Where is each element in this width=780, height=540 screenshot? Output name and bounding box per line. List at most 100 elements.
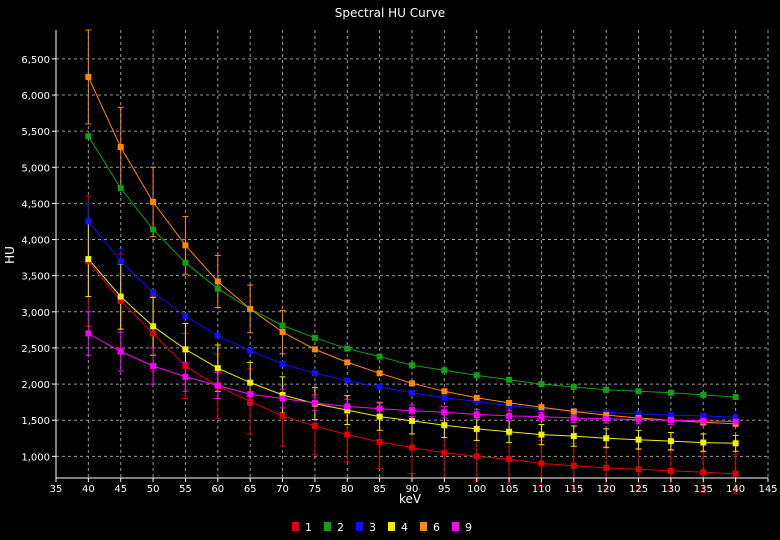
data-point-1-85 xyxy=(376,438,383,445)
data-point-2-125 xyxy=(635,388,642,395)
data-point-6-120 xyxy=(603,412,610,419)
data-point-2-55 xyxy=(182,259,189,266)
x-tick-label-75: 75 xyxy=(309,484,322,495)
data-point-2-80 xyxy=(344,345,351,352)
data-point-4-60 xyxy=(214,365,221,372)
x-tick-label-40: 40 xyxy=(82,484,95,495)
data-point-2-120 xyxy=(603,386,610,393)
data-point-9-50 xyxy=(150,363,157,369)
legend-swatch-4 xyxy=(388,522,395,531)
data-point-1-130 xyxy=(667,467,674,474)
data-point-2-75 xyxy=(311,334,318,341)
chart-title: Spectral HU Curve xyxy=(335,6,445,20)
data-point-4-45 xyxy=(117,293,124,300)
data-point-6-45 xyxy=(117,144,124,151)
x-tick-label-135: 135 xyxy=(694,484,713,495)
legend-swatch-2 xyxy=(324,522,331,531)
data-point-2-70 xyxy=(279,322,286,329)
data-point-9-60 xyxy=(214,382,221,389)
data-point-6-50 xyxy=(150,198,157,205)
data-point-3-125 xyxy=(635,410,642,417)
data-point-9-40 xyxy=(85,330,92,337)
data-point-3-100 xyxy=(473,398,480,405)
data-point-4-120 xyxy=(603,435,610,442)
data-point-2-110 xyxy=(538,381,545,388)
x-tick-label-145: 145 xyxy=(758,484,777,495)
x-tick-label-60: 60 xyxy=(211,484,224,495)
data-point-1-45 xyxy=(117,297,124,304)
data-point-2-60 xyxy=(214,285,221,292)
data-point-4-90 xyxy=(409,417,415,424)
data-point-2-95 xyxy=(441,367,448,374)
data-points xyxy=(85,73,739,477)
data-point-1-115 xyxy=(570,462,577,469)
data-point-1-125 xyxy=(635,466,642,473)
data-point-1-80 xyxy=(344,431,351,438)
legend-swatch-3 xyxy=(356,522,363,531)
data-point-3-55 xyxy=(182,313,189,320)
data-point-1-140 xyxy=(732,470,739,477)
data-point-1-90 xyxy=(409,444,415,451)
data-point-2-105 xyxy=(506,376,513,383)
y-tick-label-4500: 4,500 xyxy=(21,199,50,210)
y-tick-label-5000: 5,000 xyxy=(21,163,50,174)
data-point-6-75 xyxy=(311,346,318,353)
data-point-2-140 xyxy=(732,394,739,401)
data-point-1-100 xyxy=(473,453,480,460)
y-tick-label-6000: 6,000 xyxy=(21,91,50,102)
data-point-4-55 xyxy=(182,346,189,353)
data-point-1-55 xyxy=(182,363,189,369)
x-axis-label: keV xyxy=(399,492,422,506)
data-point-9-120 xyxy=(603,415,610,422)
data-point-4-40 xyxy=(85,256,92,263)
data-point-9-110 xyxy=(538,413,545,420)
data-point-3-90 xyxy=(409,389,415,396)
data-point-1-95 xyxy=(441,449,448,456)
data-point-6-55 xyxy=(182,242,189,249)
data-point-9-105 xyxy=(506,412,513,419)
legend-label-2: 2 xyxy=(337,521,344,534)
data-point-2-130 xyxy=(667,389,674,396)
data-point-3-65 xyxy=(247,347,254,354)
data-point-6-95 xyxy=(441,388,448,395)
data-point-3-95 xyxy=(441,394,448,401)
data-point-6-110 xyxy=(538,404,545,411)
x-tick-label-90: 90 xyxy=(406,484,419,495)
data-point-6-60 xyxy=(214,278,221,285)
data-point-9-135 xyxy=(700,417,707,424)
data-point-2-115 xyxy=(570,383,577,390)
data-point-4-85 xyxy=(376,413,383,420)
data-point-4-80 xyxy=(344,407,351,414)
data-point-3-75 xyxy=(311,370,318,377)
axes xyxy=(52,30,769,482)
data-point-2-85 xyxy=(376,353,383,360)
data-point-6-100 xyxy=(473,394,480,401)
data-point-6-70 xyxy=(279,329,286,336)
data-point-6-40 xyxy=(85,73,92,80)
x-tick-label-80: 80 xyxy=(341,484,354,495)
data-point-1-120 xyxy=(603,464,610,471)
data-point-2-40 xyxy=(85,133,92,140)
data-point-3-50 xyxy=(150,289,157,296)
data-point-3-45 xyxy=(117,258,124,265)
data-point-9-140 xyxy=(732,418,739,425)
data-point-9-80 xyxy=(344,403,351,410)
data-point-9-70 xyxy=(279,395,286,402)
x-tick-label-55: 55 xyxy=(179,484,192,495)
data-point-4-65 xyxy=(247,379,254,386)
x-tick-label-35: 35 xyxy=(50,484,63,495)
data-point-3-40 xyxy=(85,218,92,225)
legend-swatch-9 xyxy=(452,522,459,531)
y-tick-label-6500: 6,500 xyxy=(21,55,50,66)
x-tick-label-115: 115 xyxy=(564,484,583,495)
legend-label-1: 1 xyxy=(305,521,312,534)
y-axis-label: HU xyxy=(3,246,17,264)
data-point-4-105 xyxy=(506,428,513,435)
x-tick-label-130: 130 xyxy=(661,484,680,495)
legend: 1 2 3 4 6 9 xyxy=(292,521,472,534)
x-tick-label-65: 65 xyxy=(244,484,257,495)
y-tick-label-2000: 2,000 xyxy=(21,380,50,391)
y-tick-label-4000: 4,000 xyxy=(21,236,50,247)
data-point-1-65 xyxy=(247,398,254,405)
